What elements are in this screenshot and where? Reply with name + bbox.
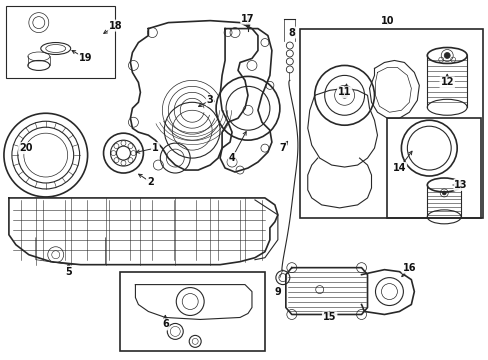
Text: 12: 12 — [440, 77, 453, 87]
Circle shape — [441, 191, 446, 195]
Text: 15: 15 — [322, 312, 336, 323]
Text: 7: 7 — [279, 143, 285, 153]
Text: 11: 11 — [337, 87, 351, 97]
Text: 13: 13 — [453, 180, 467, 190]
Text: 2: 2 — [147, 177, 153, 187]
Text: 4: 4 — [228, 153, 235, 163]
Text: 10: 10 — [380, 15, 393, 26]
Text: 3: 3 — [206, 95, 213, 105]
Circle shape — [341, 92, 347, 98]
Text: 19: 19 — [79, 54, 92, 63]
Text: 20: 20 — [19, 143, 33, 153]
Bar — [386, 118, 480, 218]
Bar — [299, 28, 482, 218]
Text: 16: 16 — [402, 263, 415, 273]
Text: 9: 9 — [274, 287, 281, 297]
Text: 8: 8 — [288, 28, 295, 37]
Text: 17: 17 — [241, 14, 254, 24]
Text: 6: 6 — [162, 319, 168, 329]
Bar — [120, 272, 264, 351]
Circle shape — [443, 53, 449, 58]
Text: 18: 18 — [108, 21, 122, 31]
Text: 1: 1 — [152, 143, 159, 153]
Text: 14: 14 — [392, 163, 406, 173]
Bar — [6, 6, 115, 78]
Text: 5: 5 — [65, 267, 72, 276]
